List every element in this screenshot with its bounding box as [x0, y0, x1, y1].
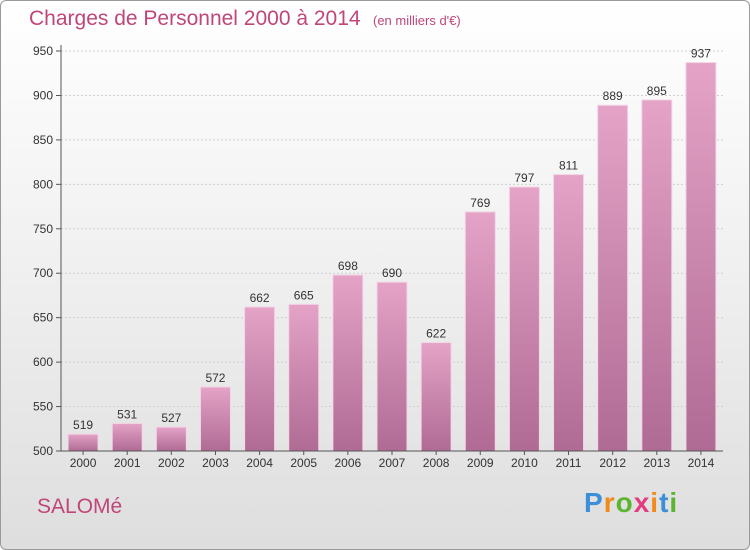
data-label: 797: [514, 171, 534, 185]
data-label: 572: [205, 371, 225, 385]
bar: [332, 274, 364, 452]
logo-letter: r: [603, 487, 616, 518]
y-tick-label: 550: [33, 400, 53, 414]
x-tick-label: 2011: [556, 456, 582, 470]
data-label: 889: [603, 89, 623, 103]
bar: [420, 342, 452, 452]
x-tick-label: 2006: [335, 456, 362, 470]
chart-title: Charges de Personnel 2000 à 2014: [29, 7, 361, 30]
logo-letter: i: [650, 487, 660, 518]
y-tick-label: 850: [33, 133, 53, 147]
axes: [56, 45, 723, 455]
logo-letter: x: [633, 487, 651, 518]
y-tick-label: 900: [33, 88, 53, 102]
x-tick-label: 2000: [70, 456, 97, 470]
bar: [597, 104, 629, 452]
data-label: 665: [294, 288, 314, 302]
logo-letter: P: [584, 487, 604, 518]
bar: [67, 433, 99, 452]
x-tick-label: 2007: [379, 456, 406, 470]
logo-letter: o: [615, 487, 634, 518]
x-tick-label: 2002: [158, 456, 185, 470]
x-tick-label: 2004: [246, 456, 273, 470]
labels: 500 550 600 650 700 750 800 850 900 950 519 2000 531…: [33, 44, 715, 470]
x-tick-label: 2003: [202, 456, 229, 470]
data-label: 769: [470, 196, 490, 210]
bar: [464, 211, 496, 452]
x-tick-label: 2001: [114, 456, 141, 470]
bar: [641, 99, 673, 452]
bar: [508, 186, 540, 452]
data-label: 622: [426, 327, 446, 341]
proxiti-logo: Proxiti: [584, 487, 678, 519]
y-tick-label: 950: [33, 44, 53, 58]
bar: [244, 306, 276, 452]
x-tick-label: 2013: [643, 456, 670, 470]
bar: [685, 62, 717, 452]
bars: [67, 62, 717, 452]
x-tick-label: 2010: [511, 456, 538, 470]
x-tick-label: 2005: [290, 456, 317, 470]
x-tick-label: 2009: [467, 456, 494, 470]
data-label: 937: [691, 47, 711, 61]
bar: [288, 303, 320, 452]
logo-letter: i: [669, 487, 679, 518]
data-label: 811: [559, 159, 578, 173]
bar: [553, 174, 585, 452]
y-tick-label: 700: [33, 266, 53, 280]
y-tick-label: 650: [33, 311, 53, 325]
x-tick-label: 2012: [599, 456, 626, 470]
chart-subtitle: (en milliers d'€): [373, 13, 461, 28]
data-label: 527: [161, 411, 181, 425]
x-tick-label: 2008: [423, 456, 450, 470]
bar: [155, 426, 187, 452]
logo-letter: t: [659, 487, 670, 518]
bar: [111, 422, 143, 452]
data-label: 531: [117, 407, 137, 421]
data-label: 698: [338, 259, 358, 273]
data-label: 519: [73, 418, 93, 432]
x-tick-label: 2014: [688, 456, 715, 470]
y-tick-label: 500: [33, 444, 53, 458]
bar: [376, 281, 408, 452]
data-label: 662: [250, 291, 270, 305]
y-tick-label: 600: [33, 355, 53, 369]
data-label: 895: [647, 84, 667, 98]
y-tick-label: 800: [33, 177, 53, 191]
y-tick-label: 750: [33, 222, 53, 236]
commune-name: SALOMé: [37, 495, 123, 518]
data-label: 690: [382, 266, 402, 280]
bar: [199, 386, 231, 452]
